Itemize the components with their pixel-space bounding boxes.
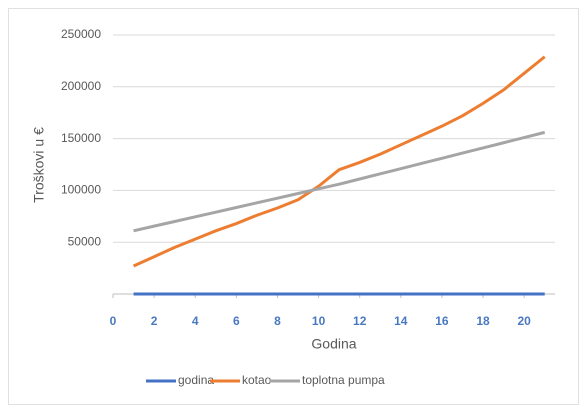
x-tick-label: 20 [517, 314, 531, 328]
y-tick-label: 50000 [68, 234, 102, 248]
legend-label: toplotna pumpa [302, 373, 385, 387]
x-tick-label: 18 [476, 314, 490, 328]
y-tick-label: 250000 [61, 27, 101, 41]
x-tick-label: 2 [151, 314, 158, 328]
chart-border [8, 8, 579, 405]
y-tick-label: 100000 [61, 183, 101, 197]
x-tick-label: 16 [435, 314, 449, 328]
y-tick-label: 150000 [61, 131, 101, 145]
x-tick-label: 0 [110, 314, 117, 328]
x-axis-label: Godina [311, 336, 356, 352]
legend-label: godina [178, 373, 214, 387]
x-tick-label: 12 [353, 314, 367, 328]
x-tick-label: 14 [394, 314, 408, 328]
y-tick-label: 200000 [61, 79, 101, 93]
series-line [132, 55, 546, 268]
series-line [133, 130, 546, 233]
x-tick-label: 6 [233, 314, 240, 328]
legend-label: kotao [242, 373, 272, 387]
x-tick-label: 10 [312, 314, 326, 328]
x-tick-label: 8 [274, 314, 281, 328]
x-tick-label: 4 [192, 314, 199, 328]
y-axis-label: Troškovi u € [31, 127, 47, 203]
